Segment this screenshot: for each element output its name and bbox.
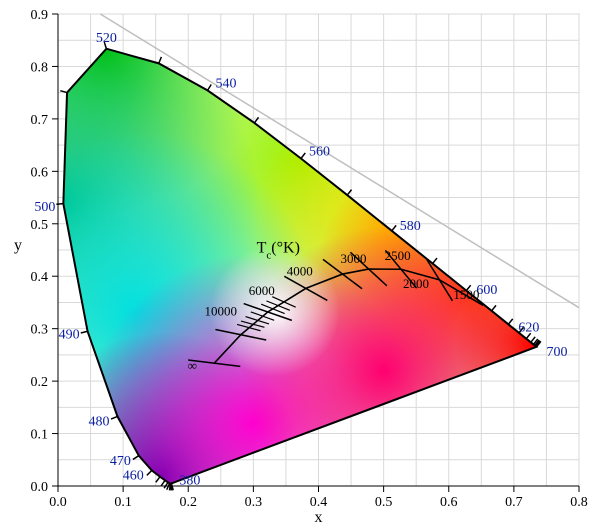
- isotherm-label: 2000: [403, 276, 429, 291]
- isotherm-label: 3000: [341, 251, 367, 266]
- isotherm-label: ∞: [188, 358, 197, 373]
- y-tick-label: 0.2: [31, 375, 49, 390]
- y-tick-label: 0.3: [31, 323, 49, 338]
- isotherm-label: 2500: [385, 248, 411, 263]
- chart-svg: 3804604704804905005205405605806006207001…: [0, 0, 595, 528]
- y-tick-label: 0.8: [31, 60, 49, 75]
- cie-chromaticity-chart: 3804604704804905005205405605806006207001…: [0, 0, 595, 528]
- wavelength-label: 470: [110, 454, 131, 469]
- x-tick-label: 0.0: [49, 495, 67, 510]
- x-tick-label: 0.5: [375, 495, 393, 510]
- wavelength-label: 480: [88, 415, 109, 430]
- y-tick-label: 0.1: [31, 428, 49, 443]
- x-tick-label: 0.1: [114, 495, 132, 510]
- wavelength-label: 580: [400, 219, 421, 234]
- wavelength-label: 600: [476, 283, 497, 298]
- isotherm-label: 6000: [249, 283, 275, 298]
- wavelength-label: 620: [518, 321, 539, 336]
- wavelength-label: 460: [123, 469, 144, 484]
- y-tick-label: 0.5: [31, 218, 49, 233]
- isotherm-label: 10000: [205, 304, 238, 319]
- wavelength-label: 500: [34, 200, 55, 215]
- y-tick-label: 0.6: [31, 165, 49, 180]
- isotherm-label: 1500: [453, 287, 479, 302]
- wavelength-label: 520: [96, 31, 117, 46]
- y-tick-label: 0.9: [31, 8, 49, 23]
- x-tick-label: 0.7: [505, 495, 523, 510]
- wavelength-label: 560: [309, 145, 330, 160]
- wavelength-label: 540: [216, 77, 237, 92]
- x-tick-label: 0.2: [180, 495, 198, 510]
- x-axis-title: x: [315, 509, 323, 526]
- x-tick-label: 0.6: [440, 495, 458, 510]
- wavelength-label: 700: [546, 345, 567, 360]
- y-tick-label: 0.7: [31, 113, 49, 128]
- isotherm-label: 4000: [287, 263, 313, 278]
- x-tick-label: 0.4: [310, 495, 328, 510]
- x-tick-label: 0.3: [245, 495, 263, 510]
- x-tick-label: 0.8: [570, 495, 588, 510]
- wavelength-label: 490: [59, 328, 80, 343]
- y-tick-label: 0.4: [31, 270, 49, 285]
- y-axis-title: y: [14, 237, 22, 254]
- y-tick-label: 0.0: [31, 480, 49, 495]
